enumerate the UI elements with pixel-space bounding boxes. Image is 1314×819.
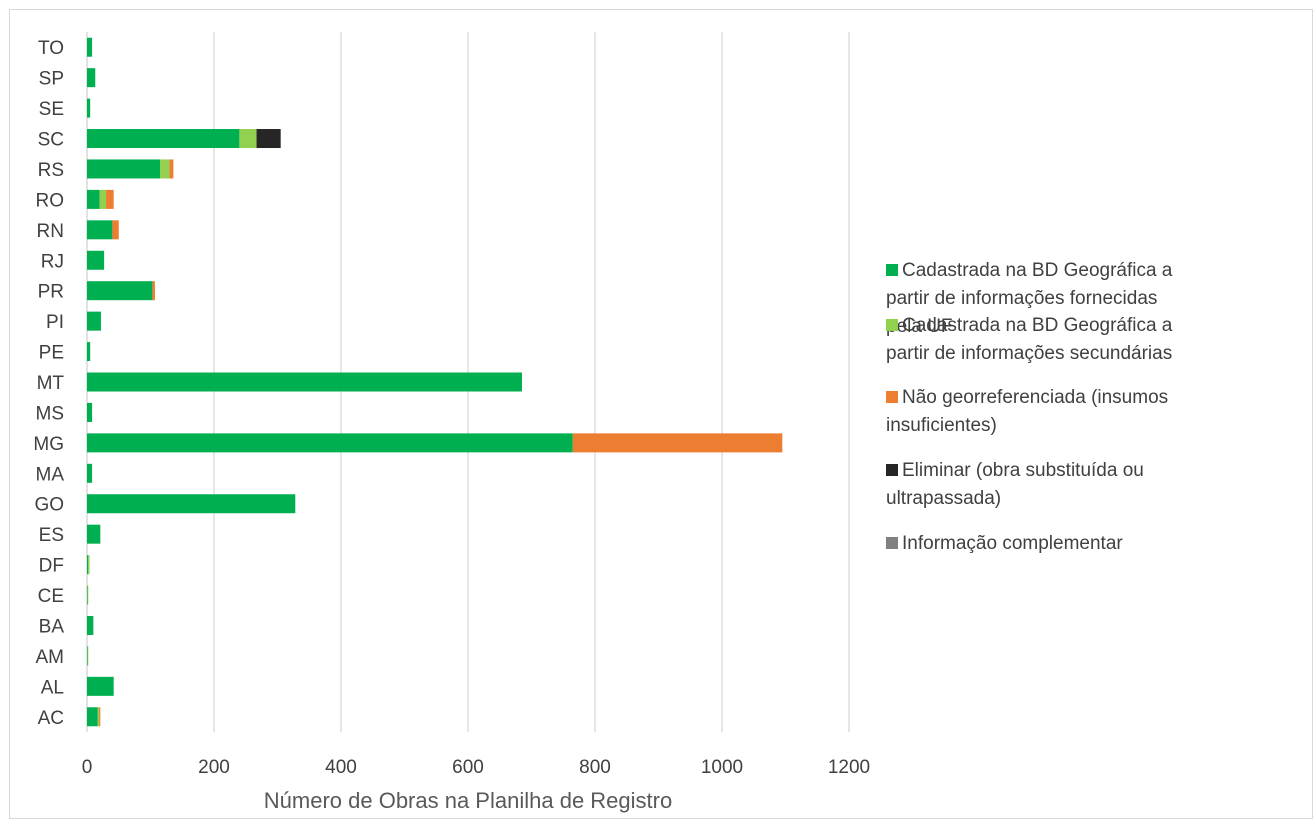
bar-SC-series-4 bbox=[256, 129, 281, 149]
bar-PR-series-1 bbox=[87, 281, 153, 301]
category-label: AL bbox=[41, 677, 64, 698]
bar-RN-series-3 bbox=[112, 220, 119, 240]
bar-RS-series-1 bbox=[87, 159, 161, 179]
category-label: PR bbox=[38, 282, 64, 303]
bar-RO-series-2 bbox=[99, 189, 107, 209]
bar-MG-series-1 bbox=[87, 433, 573, 453]
x-tick-label: 1200 bbox=[828, 757, 870, 778]
x-tick-label: 0 bbox=[82, 757, 93, 778]
bar-MG-series-3 bbox=[572, 433, 783, 453]
x-tick-label: 400 bbox=[325, 757, 357, 778]
bar-SE-series-1 bbox=[87, 98, 91, 118]
bar-SC-series-1 bbox=[87, 129, 240, 149]
legend-swatch bbox=[886, 537, 898, 549]
bar-RS-series-3 bbox=[169, 159, 174, 179]
bar-RO-series-3 bbox=[106, 189, 114, 209]
x-tick-label: 800 bbox=[579, 757, 611, 778]
legend-label: Cadastrada na BD Geográfica a partir de i… bbox=[886, 315, 1173, 364]
category-label: GO bbox=[34, 495, 64, 516]
category-label: MA bbox=[36, 464, 65, 485]
bar-PI-series-1 bbox=[87, 311, 101, 331]
category-labels: TO SP SE SC RS RO RN RJ PR PI PE MT MS MG MA GO ES DF CE BA… bbox=[33, 38, 64, 729]
bar-AC-series-1 bbox=[87, 707, 98, 727]
category-label: AC bbox=[38, 708, 64, 729]
bar-DF-series-2 bbox=[88, 555, 90, 575]
bars bbox=[87, 37, 783, 727]
bar-RO-series-1 bbox=[87, 189, 100, 209]
legend-item-3: Não georreferenciada (insumos insuficient… bbox=[886, 387, 1168, 436]
bar-RS-series-2 bbox=[160, 159, 170, 179]
category-label: DF bbox=[39, 556, 64, 577]
legend-label: Informação complementar bbox=[902, 533, 1123, 554]
category-label: BA bbox=[39, 616, 65, 637]
category-label: PI bbox=[46, 312, 64, 333]
category-label: SP bbox=[39, 69, 64, 90]
legend: Cadastrada na BD Geográfica a partir de i… bbox=[886, 260, 1173, 554]
legend-label: Eliminar (obra substituída ou ultrapassad… bbox=[886, 460, 1144, 509]
category-label: CE bbox=[38, 586, 64, 607]
legend-item-4: Eliminar (obra substituída ou ultrapassad… bbox=[886, 460, 1144, 509]
bar-DF-series-1 bbox=[87, 555, 89, 575]
bar-MS-series-1 bbox=[87, 402, 93, 422]
x-tick-label: 600 bbox=[452, 757, 484, 778]
category-label: SE bbox=[39, 99, 64, 120]
category-label: TO bbox=[38, 38, 64, 59]
legend-label: Não georreferenciada (insumos insuficient… bbox=[886, 387, 1168, 436]
category-label: RS bbox=[38, 160, 64, 181]
bar-AC-series-3 bbox=[99, 707, 101, 727]
bar-BA-series-1 bbox=[87, 615, 94, 635]
bar-AC-series-2 bbox=[97, 707, 100, 727]
bar-MA-series-1 bbox=[87, 463, 93, 483]
category-label: MS bbox=[36, 403, 65, 424]
x-tick-labels: 0 200 400 600 800 1000 1200 bbox=[82, 757, 870, 778]
category-label: RO bbox=[36, 190, 65, 211]
bar-AM-series-1 bbox=[87, 646, 88, 666]
bar-PE-series-1 bbox=[87, 342, 91, 362]
bar-TO-series-1 bbox=[87, 37, 93, 57]
category-label: AM bbox=[36, 647, 65, 668]
category-label: RN bbox=[37, 221, 64, 242]
legend-label: Cadastrada na BD Geográfica a partir de i… bbox=[886, 260, 1173, 337]
bar-PR-series-3 bbox=[152, 281, 155, 301]
bar-GO-series-1 bbox=[87, 494, 296, 514]
category-label: RJ bbox=[41, 251, 64, 272]
x-tick-label: 200 bbox=[198, 757, 230, 778]
category-label: SC bbox=[38, 130, 64, 151]
bar-AM-series-2 bbox=[87, 646, 89, 666]
legend-item-5: Informação complementar bbox=[886, 533, 1123, 554]
legend-swatch bbox=[886, 319, 898, 331]
bar-CE-series-1 bbox=[87, 585, 88, 605]
bar-RN-series-1 bbox=[87, 220, 113, 240]
bar-RJ-series-1 bbox=[87, 250, 105, 270]
category-label: ES bbox=[39, 525, 64, 546]
bar-MT-series-1 bbox=[87, 372, 522, 392]
legend-swatch bbox=[886, 464, 898, 476]
category-label: MG bbox=[33, 434, 64, 455]
category-label: PE bbox=[39, 343, 64, 364]
legend-item-2: Cadastrada na BD Geográfica a partir de i… bbox=[886, 315, 1173, 364]
legend-swatch bbox=[886, 391, 898, 403]
bar-CE-series-2 bbox=[87, 585, 89, 605]
legend-swatch bbox=[886, 264, 898, 276]
bar-AL-series-1 bbox=[87, 676, 114, 696]
x-axis-title: Número de Obras na Planilha de Registro bbox=[264, 788, 672, 813]
x-tick-label: 1000 bbox=[701, 757, 743, 778]
legend-item-1: Cadastrada na BD Geográfica a partir de i… bbox=[886, 260, 1173, 337]
bar-SC-series-2 bbox=[239, 129, 257, 149]
category-label: MT bbox=[37, 373, 65, 394]
bar-ES-series-1 bbox=[87, 524, 101, 544]
bar-SP-series-1 bbox=[87, 68, 96, 88]
